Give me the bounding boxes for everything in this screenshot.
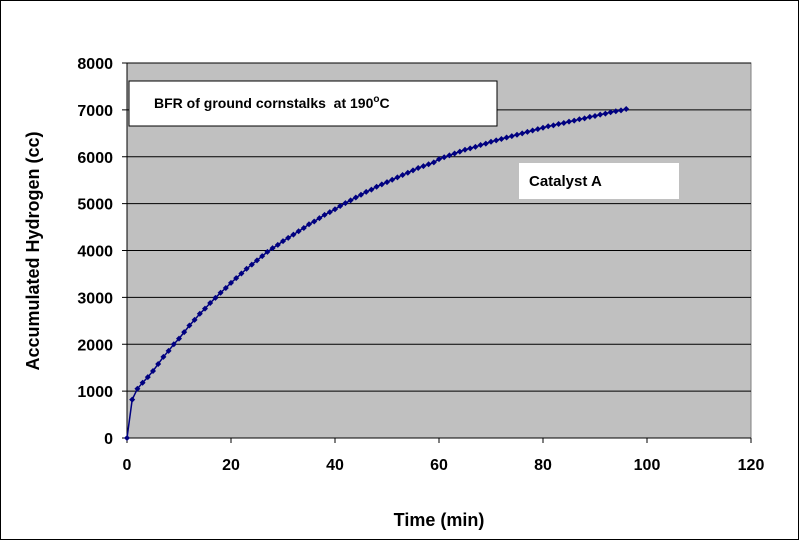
y-tick-label: 1000 [77, 384, 113, 401]
y-tick-label: 0 [104, 431, 113, 448]
y-tick-label: 2000 [77, 337, 113, 354]
y-tick-labels: 0 1000 2000 3000 4000 5000 6000 7000 8000 [77, 56, 113, 448]
x-tick-label: 0 [123, 457, 132, 474]
y-tick-label: 6000 [77, 150, 113, 167]
y-tick-label: 4000 [77, 244, 113, 261]
y-tick-label: 3000 [77, 290, 113, 307]
title-text: BFR of ground cornstalks at 190oC [154, 94, 390, 111]
x-tick-label: 120 [738, 457, 765, 474]
x-tick-label: 40 [326, 457, 344, 474]
x-tick-label: 20 [222, 457, 240, 474]
x-tick-label: 80 [534, 457, 552, 474]
y-tick-label: 7000 [77, 103, 113, 120]
y-axis-title: Accumulated Hydrogen (cc) [23, 131, 43, 370]
y-tick-label: 5000 [77, 197, 113, 214]
x-tick-labels: 0 20 40 60 80 100 120 [123, 457, 765, 474]
y-tick-label: 8000 [77, 56, 113, 73]
series-label: Catalyst A [529, 173, 602, 190]
x-tick-label: 60 [430, 457, 448, 474]
x-axis-title: Time (min) [394, 510, 485, 530]
x-tick-label: 100 [634, 457, 661, 474]
